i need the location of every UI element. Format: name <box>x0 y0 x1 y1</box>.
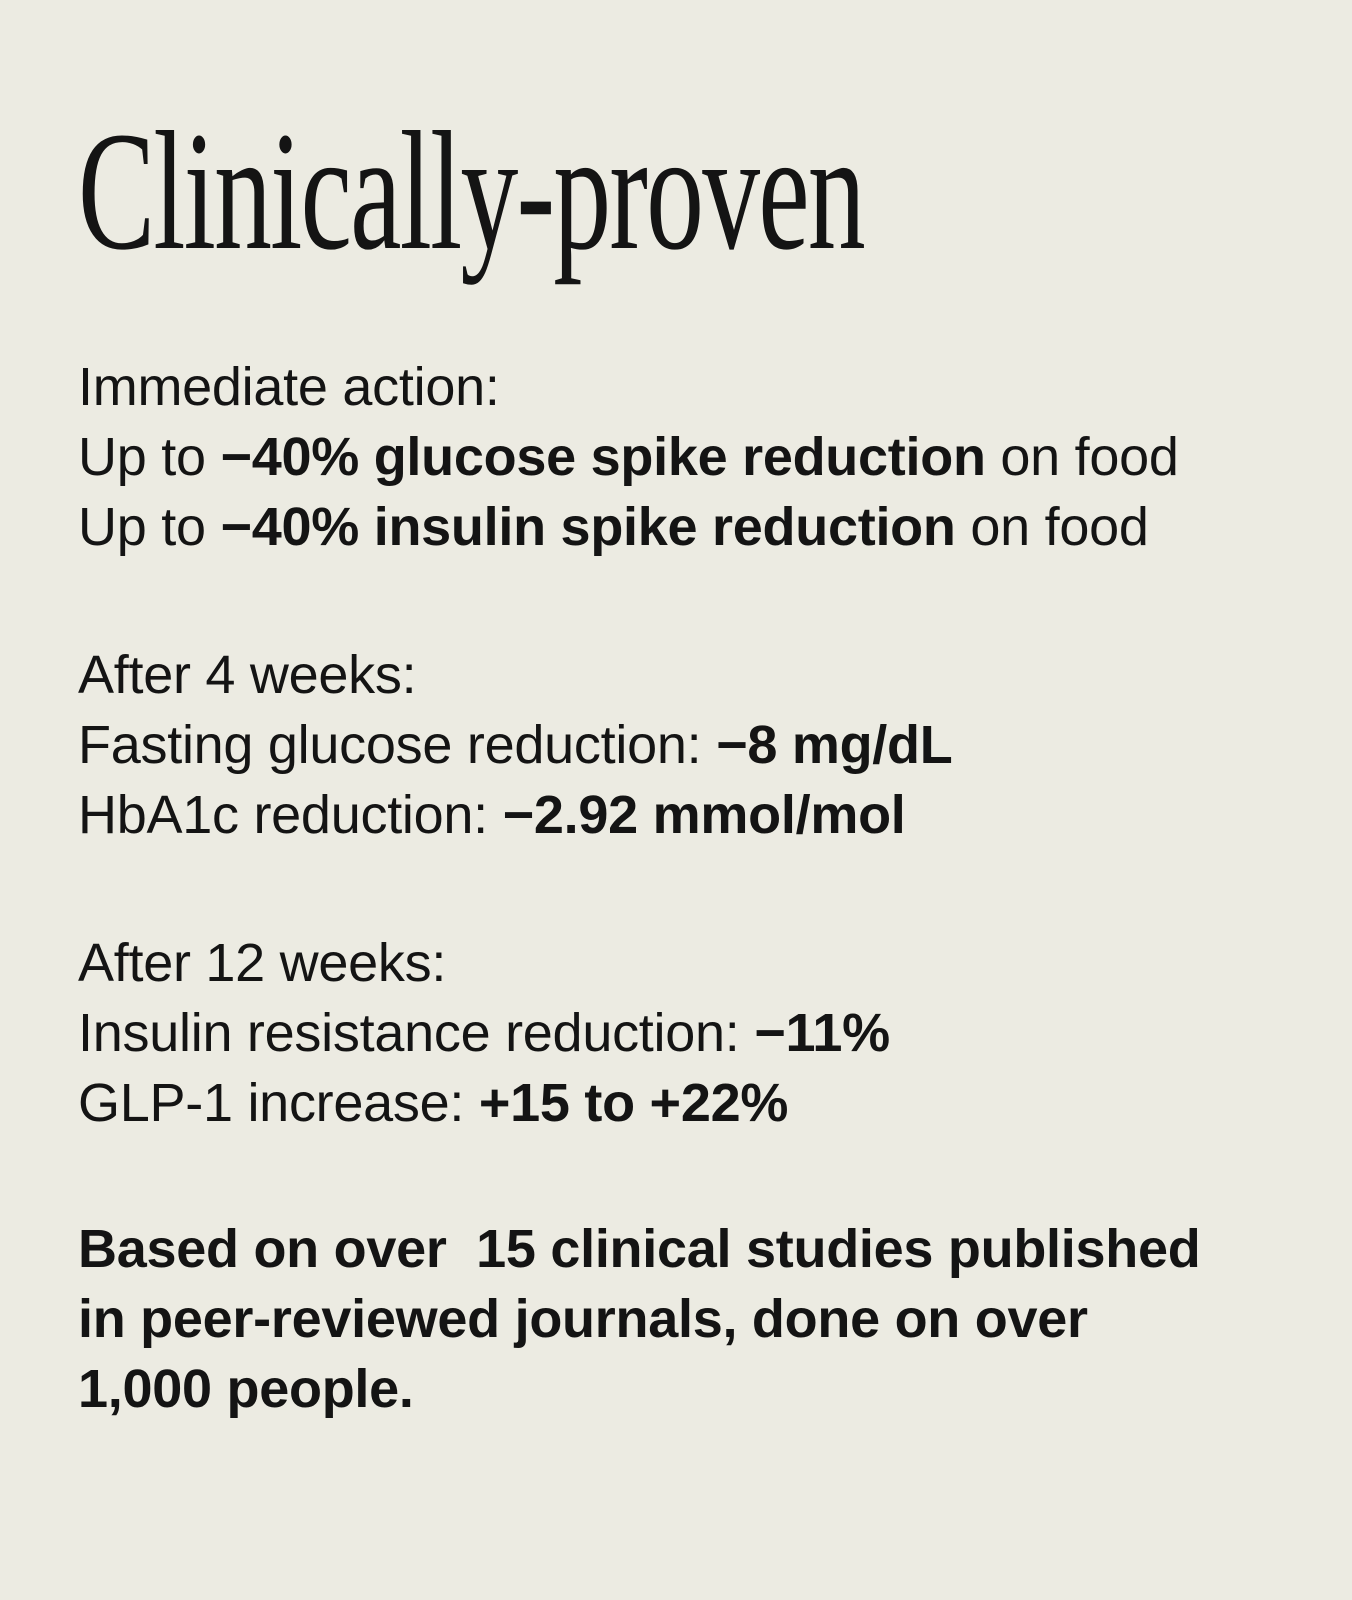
stat-line-pre: GLP-1 increase: <box>78 1073 479 1133</box>
section-immediate-action: Immediate action: Up to −40% glucose spi… <box>78 352 1274 562</box>
section-after-4-weeks: After 4 weeks: Fasting glucose reduction… <box>78 640 1274 850</box>
page-title: Clinically-proven <box>78 106 1274 276</box>
stat-line-pre: Fasting glucose reduction: <box>78 715 717 775</box>
stat-line-post: on food <box>985 427 1179 487</box>
section-heading: After 4 weeks: <box>78 645 417 705</box>
section-heading: After 12 weeks: <box>78 933 447 993</box>
stat-line-bold: −8 mg/dL <box>716 715 953 775</box>
stat-line-pre: HbA1c reduction: <box>78 785 503 845</box>
stat-line-bold: +15 to +22% <box>478 1073 789 1133</box>
stat-line-bold: −40% glucose spike reduction <box>220 427 986 487</box>
section-after-12-weeks: After 12 weeks: Insulin resistance reduc… <box>78 928 1274 1138</box>
clinical-studies-note: Based on over 15 clinical studies publis… <box>78 1219 1201 1419</box>
stat-line-fasting-glucose: Fasting glucose reduction: −8 mg/dL <box>78 710 1274 780</box>
stat-line-insulin-spike: Up to −40% insulin spike reduction on fo… <box>78 492 1274 562</box>
stat-line-pre: Up to <box>78 497 221 557</box>
stat-line-pre: Up to <box>78 427 221 487</box>
section-heading: Immediate action: <box>78 357 500 417</box>
stat-line-pre: Insulin resistance reduction: <box>78 1003 755 1063</box>
stat-line-bold: −11% <box>754 1003 890 1063</box>
stat-line-bold: −2.92 mmol/mol <box>502 785 906 845</box>
stat-line-glp1: GLP-1 increase: +15 to +22% <box>78 1068 1274 1138</box>
page-title-text: Clinically-proven <box>78 97 866 285</box>
stat-line-insulin-resistance: Insulin resistance reduction: −11% <box>78 998 1274 1068</box>
stat-line-hba1c: HbA1c reduction: −2.92 mmol/mol <box>78 780 1274 850</box>
stat-line-post: on food <box>955 497 1149 557</box>
stat-line-bold: −40% insulin spike reduction <box>220 497 956 557</box>
stat-line-glucose-spike: Up to −40% glucose spike reduction on fo… <box>78 422 1274 492</box>
